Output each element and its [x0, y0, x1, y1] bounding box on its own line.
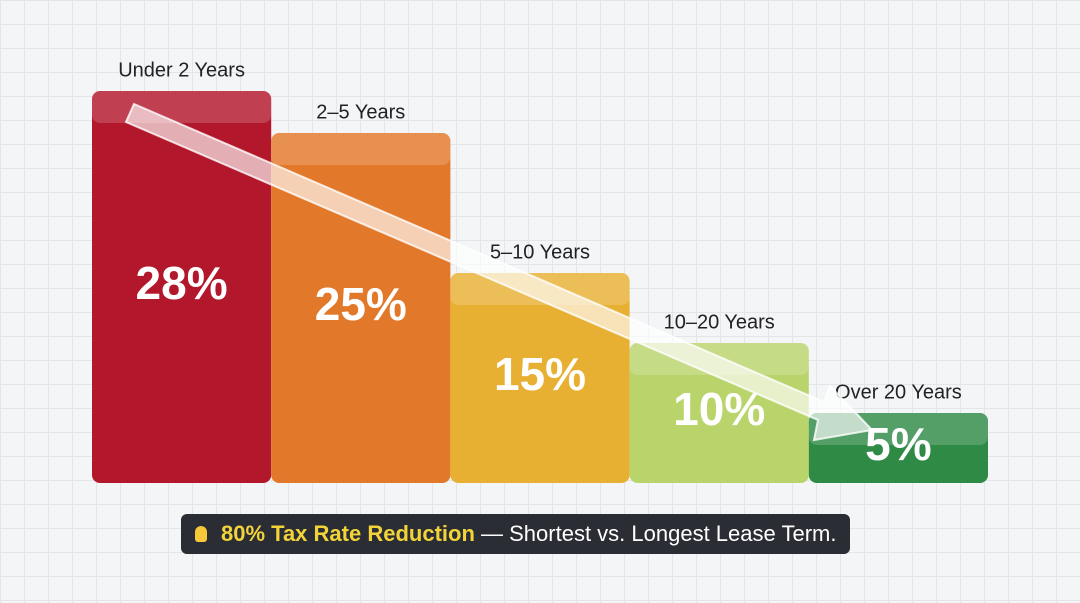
- value-label: 10%: [673, 383, 765, 435]
- annotation-highlight: 80% Tax Rate Reduction: [221, 521, 475, 546]
- value-label: 15%: [494, 348, 586, 400]
- category-label: 2–5 Years: [316, 101, 405, 123]
- category-label: Under 2 Years: [118, 59, 245, 81]
- bar-highlight: [450, 273, 630, 305]
- category-label: 5–10 Years: [490, 241, 590, 263]
- annotation: 80% Tax Rate Reduction — Shortest vs. Lo…: [181, 514, 851, 554]
- category-label: Over 20 Years: [835, 381, 962, 403]
- bar-highlight: [629, 343, 809, 375]
- bar-highlight: [92, 91, 272, 123]
- value-label: 28%: [136, 257, 228, 309]
- category-label: 10–20 Years: [664, 311, 775, 333]
- value-label: 5%: [865, 418, 931, 470]
- bar-highlight: [271, 133, 451, 165]
- value-label: 25%: [315, 278, 407, 330]
- annotation-text: — Shortest vs. Longest Lease Term.: [481, 521, 837, 546]
- bulb-icon: [195, 526, 207, 542]
